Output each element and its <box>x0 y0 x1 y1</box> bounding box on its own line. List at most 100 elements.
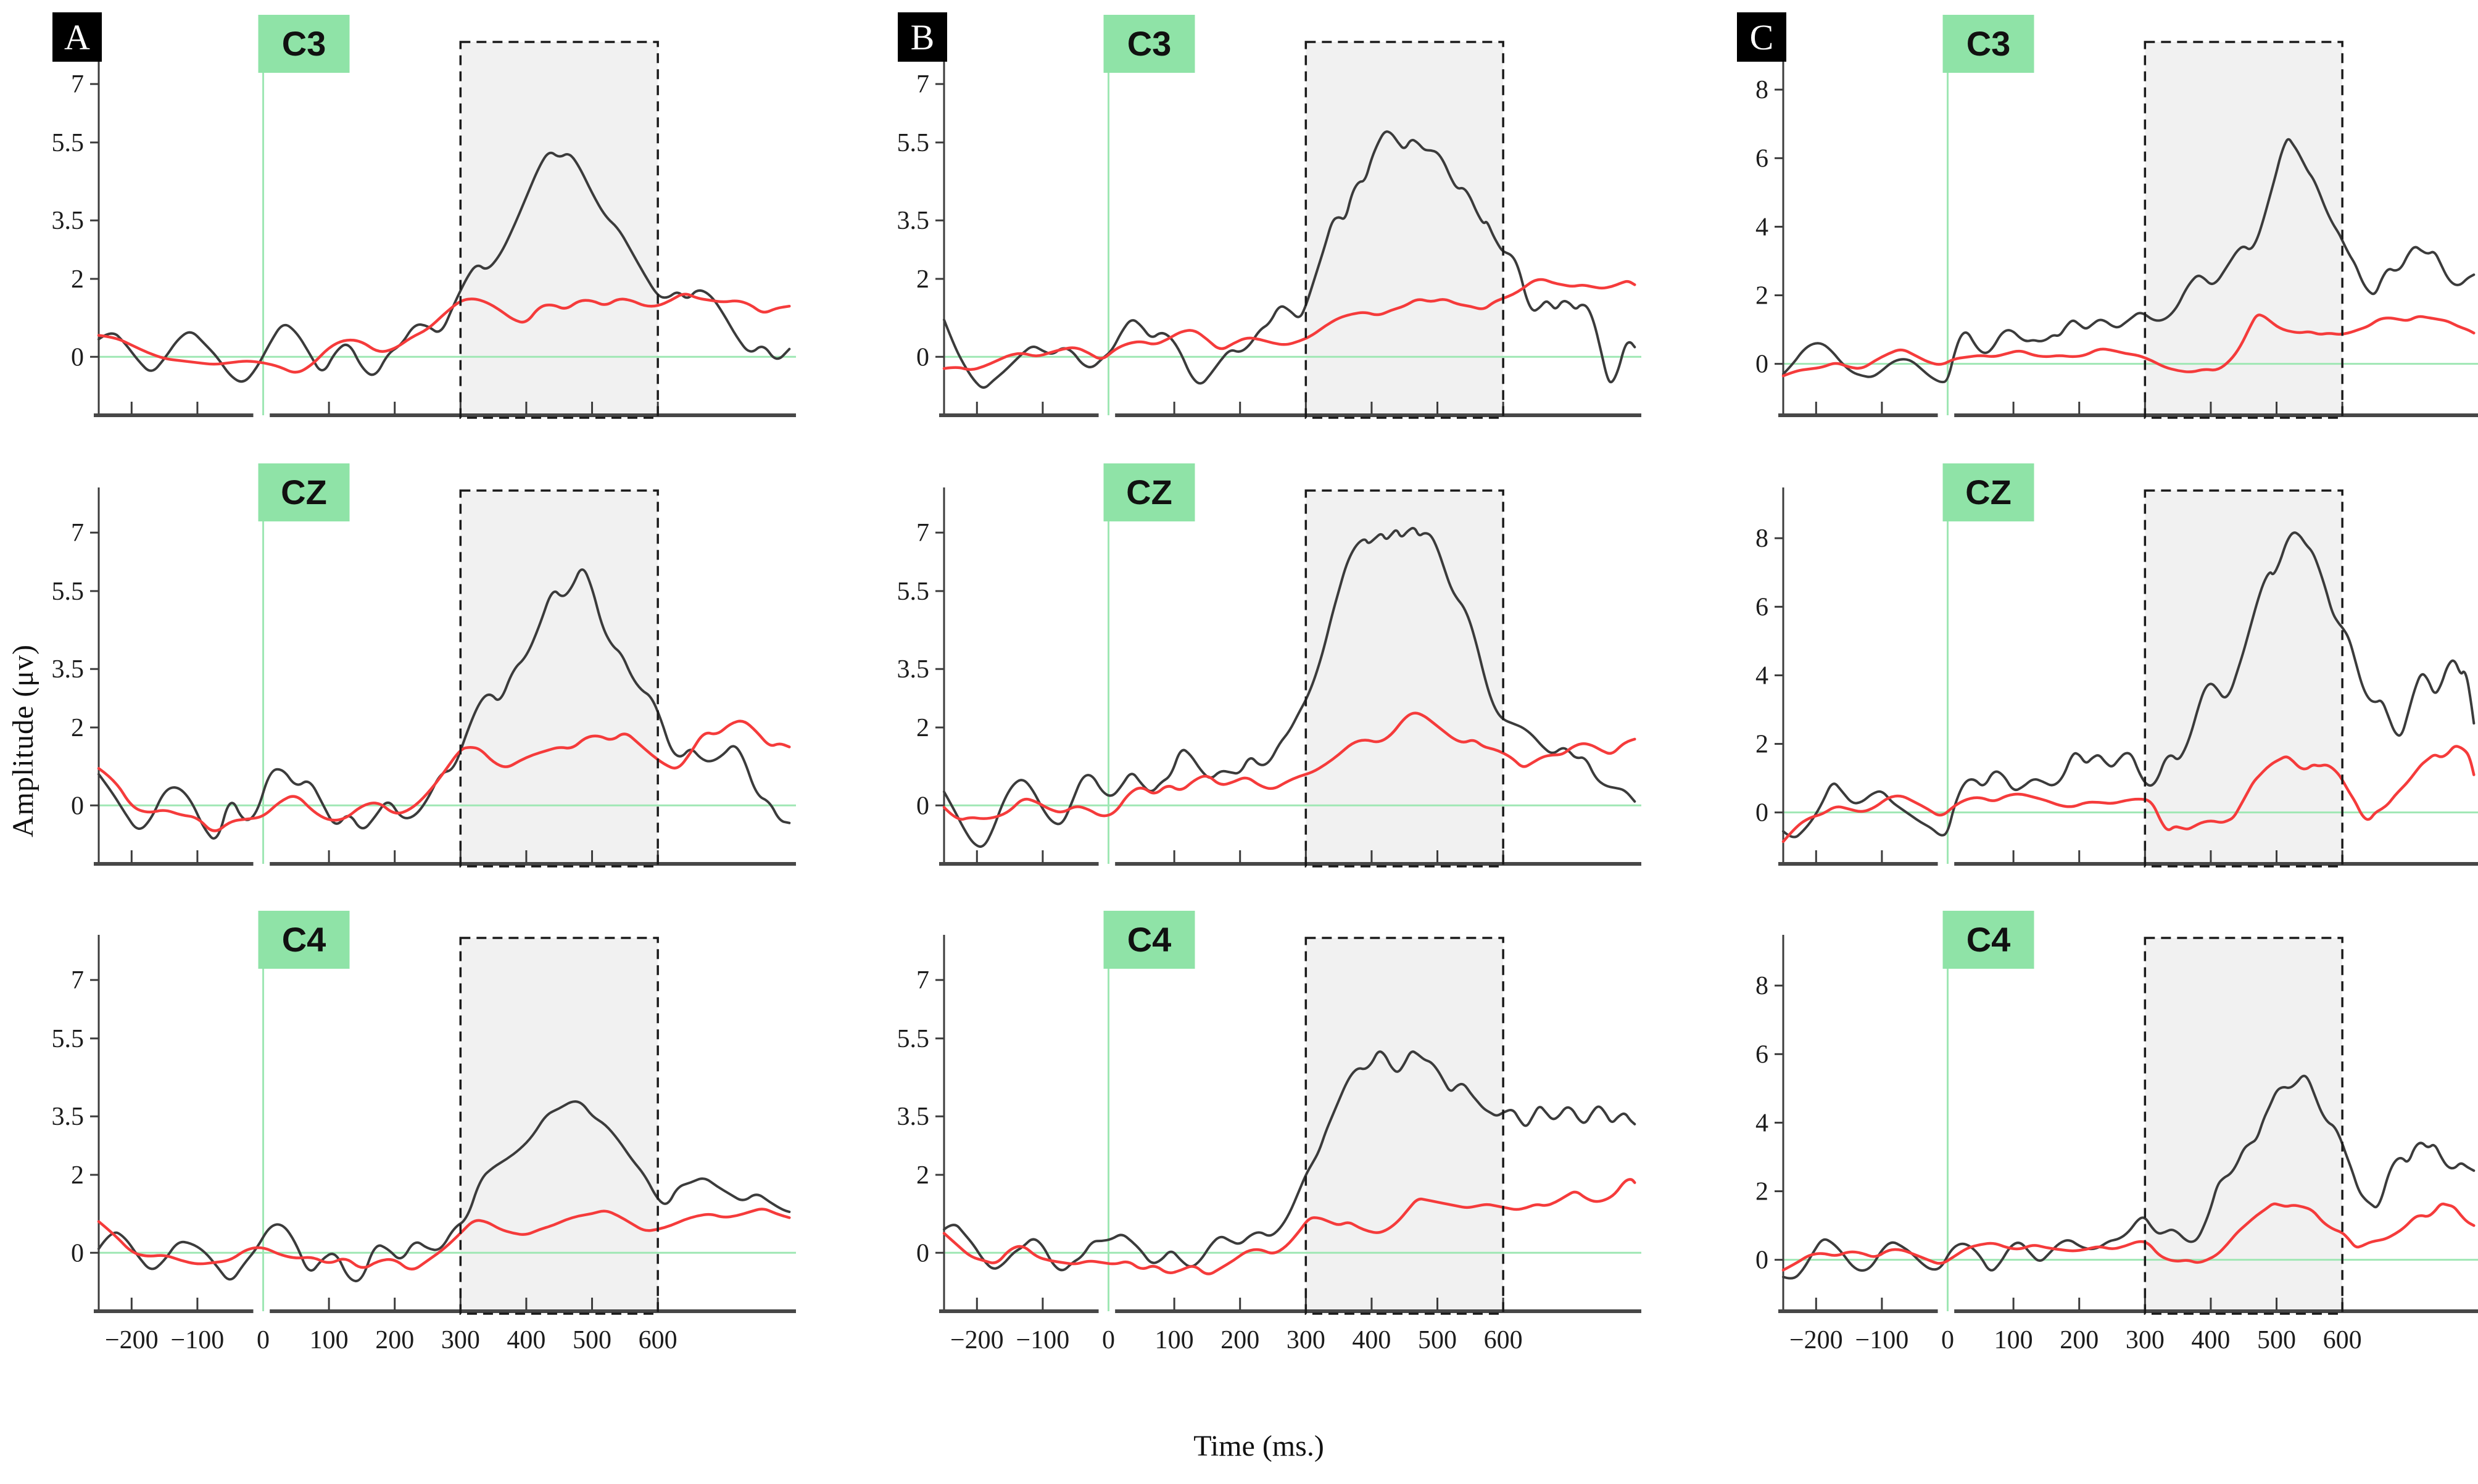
y-tick-label: 5.5 <box>52 578 85 606</box>
x-tick-label: −100 <box>1855 1326 1909 1354</box>
black-trace <box>943 1050 1636 1272</box>
channel-label: CZ <box>1965 473 2012 512</box>
analysis-window-fill <box>460 42 658 417</box>
channel-label-box <box>1103 463 1195 521</box>
y-tick-label: 2 <box>1755 1178 1768 1206</box>
y-tick-label: 6 <box>1755 593 1768 621</box>
red-trace <box>97 719 791 832</box>
plot-B-C3: 0 2 3.5 5.5 7 C3 <box>897 15 1641 419</box>
analysis-window-fill <box>2145 42 2343 417</box>
x-tick-label: −200 <box>950 1326 1004 1354</box>
channel-label-box <box>258 463 350 521</box>
panel-C-CZ: 0 2 4 6 8 CZ <box>1703 460 2478 892</box>
panel-A-CZ: 0 2 3.5 5.5 7 CZ <box>19 460 808 892</box>
x-tick-label: 300 <box>2126 1326 2165 1354</box>
analysis-window-border <box>2144 41 2343 419</box>
plot-B-CZ: 0 2 3.5 5.5 7 CZ <box>897 463 1641 868</box>
x-tick-label: 100 <box>310 1326 349 1354</box>
y-tick-label: 2 <box>1755 282 1768 310</box>
y-tick-label: 0 <box>916 792 929 820</box>
analysis-window-border <box>459 937 659 1315</box>
y-tick-label: 3.5 <box>52 207 85 235</box>
y-tick-label: 8 <box>1755 524 1768 553</box>
red-trace <box>942 278 1636 371</box>
plot-A-CZ: 0 2 3.5 5.5 7 CZ <box>52 463 796 868</box>
y-tick-label: 6 <box>1755 144 1768 173</box>
plot-A-C4: 0 2 3.5 5.5 7 −200 −100 0 100 200 300 400 500 600 C4 <box>52 911 796 1354</box>
y-tick-label: 0 <box>71 343 84 371</box>
analysis-window-fill <box>460 491 658 865</box>
red-trace <box>97 1208 791 1271</box>
y-tick-label: 7 <box>71 70 84 99</box>
x-tick-label: −200 <box>105 1326 159 1354</box>
black-trace <box>1782 138 2476 384</box>
y-tick-label: 0 <box>71 792 84 820</box>
panel-C-C3: C 0 2 4 6 8 C3 <box>1703 11 2478 443</box>
panel-letter-A: A <box>52 12 102 62</box>
y-tick-label: 0 <box>916 343 929 371</box>
analysis-window-border <box>459 41 659 419</box>
analysis-window-fill <box>1306 938 1504 1312</box>
analysis-window-border <box>1304 937 1504 1315</box>
channel-label-box <box>1942 463 2034 521</box>
x-tick-label: 100 <box>1155 1326 1194 1354</box>
analysis-window-border <box>1304 489 1504 868</box>
x-tick-label: −200 <box>1789 1326 1843 1354</box>
y-tick-label: 2 <box>71 1161 84 1190</box>
x-tick-label: 100 <box>1994 1326 2033 1354</box>
panel-letter-C: C <box>1737 12 1786 62</box>
x-tick-label: 600 <box>2323 1326 2362 1354</box>
y-tick-label: 5.5 <box>897 578 930 606</box>
analysis-window-border <box>2144 489 2343 868</box>
x-tick-label: 0 <box>1941 1326 1954 1354</box>
y-tick-label: 4 <box>1755 661 1768 690</box>
x-tick-label: 400 <box>507 1326 545 1354</box>
channel-label: CZ <box>281 473 327 512</box>
analysis-window-fill <box>1306 491 1504 865</box>
y-tick-label: 2 <box>916 1161 929 1190</box>
y-tick-label: 5.5 <box>52 1025 85 1053</box>
x-tick-label: 600 <box>1484 1326 1523 1354</box>
y-tick-label: 3.5 <box>897 1103 930 1131</box>
y-tick-label: 6 <box>1755 1040 1768 1069</box>
channel-label-box <box>1942 15 2034 73</box>
channel-label: C4 <box>282 920 326 959</box>
y-tick-label: 4 <box>1755 1109 1768 1137</box>
y-tick-label: 2 <box>916 265 929 294</box>
channel-label: C3 <box>282 24 326 63</box>
y-tick-label: 3.5 <box>897 207 930 235</box>
y-tick-label: 8 <box>1755 972 1768 1000</box>
x-tick-label: 500 <box>1418 1326 1457 1354</box>
red-trace <box>942 711 1636 821</box>
plot-B-C4: 0 2 3.5 5.5 7 −200 −100 0 100 200 300 400 500 600 C4 <box>897 911 1641 1354</box>
y-tick-label: 7 <box>916 966 929 995</box>
x-tick-label: 200 <box>2060 1326 2099 1354</box>
y-tick-label: 8 <box>1755 76 1768 104</box>
channel-label: C4 <box>1966 920 2011 959</box>
x-tick-label: 600 <box>639 1326 678 1354</box>
y-tick-label: 7 <box>71 519 84 547</box>
x-tick-label: 0 <box>257 1326 270 1354</box>
analysis-window-border <box>2144 937 2343 1315</box>
black-trace <box>97 151 791 383</box>
analysis-window-border <box>459 489 659 868</box>
panel-A-C3: A 0 2 3.5 5.5 7 C3 <box>19 11 808 443</box>
y-tick-label: 7 <box>916 519 929 547</box>
y-tick-label: 5.5 <box>52 129 85 157</box>
plot-C-C3: 0 2 4 6 8 C3 <box>1755 15 2478 419</box>
y-tick-label: 0 <box>71 1239 84 1267</box>
y-tick-label: 3.5 <box>897 655 930 684</box>
red-trace <box>97 292 791 374</box>
y-tick-label: 2 <box>71 714 84 742</box>
channel-label: C4 <box>1127 920 1172 959</box>
red-trace <box>1781 313 2476 378</box>
panel-letter-B: B <box>898 12 947 62</box>
plot-C-C4: 0 2 4 6 8 −200 −100 0 100 200 300 400 500 600 C4 <box>1755 911 2478 1354</box>
y-tick-label: 0 <box>916 1239 929 1267</box>
channel-label-box <box>1103 911 1195 969</box>
panel-A-C4: 0 2 3.5 5.5 7 −200 −100 0 100 200 300 400 500 600 C4 <box>19 907 808 1401</box>
panel-B-CZ: 0 2 3.5 5.5 7 CZ <box>864 460 1654 892</box>
x-axis-title: Time (ms.) <box>1193 1430 1324 1462</box>
y-tick-label: 2 <box>916 714 929 742</box>
